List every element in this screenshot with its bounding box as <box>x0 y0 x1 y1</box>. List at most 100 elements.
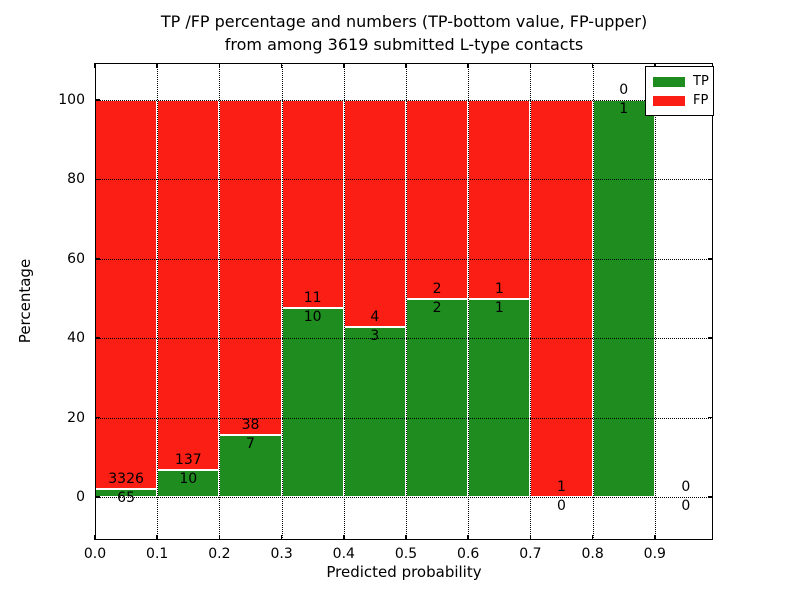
tp-count-label: 1 <box>494 299 504 316</box>
x-tick-mark-bottom <box>218 535 221 540</box>
bar-segment-tp <box>157 470 220 498</box>
fp-color-swatch <box>653 95 685 106</box>
y-tick-mark-right <box>708 337 713 339</box>
bar-segment-tp <box>406 298 469 498</box>
x-tick-mark-bottom <box>280 535 283 540</box>
bar-segment-fp <box>157 99 220 471</box>
x-tick-label: 0.9 <box>643 546 666 562</box>
x-tick-mark-top <box>343 63 345 68</box>
y-tick-label: 0 <box>76 489 85 506</box>
x-tick-mark-top <box>94 63 96 68</box>
gridline-h <box>95 99 713 101</box>
gridline-v <box>343 63 345 540</box>
bar-segment-tp <box>468 298 531 498</box>
x-tick-label: 0.6 <box>457 546 480 562</box>
legend: TP FP <box>645 66 714 116</box>
chart-title: TP /FP percentage and numbers (TP-bottom… <box>161 10 647 56</box>
fp-count-label: 4 <box>370 308 380 325</box>
plot-area: 3326 65 137 10 38 7 11 10 4 3 2 2 1 1 1 0 0 1 0 0 <box>94 63 713 540</box>
fp-count-label: 3326 <box>108 471 144 488</box>
x-tick-mark-bottom <box>343 535 345 540</box>
bar-segment-tp <box>343 326 406 498</box>
gridline-h <box>95 417 713 419</box>
y-tick-mark-left <box>95 258 100 260</box>
y-tick-mark-left <box>95 496 100 498</box>
bar-segment-fp <box>219 99 282 436</box>
x-tick-mark-top <box>218 63 221 68</box>
gridline-v <box>468 63 470 540</box>
x-tick-mark-bottom <box>94 535 96 540</box>
gridline-v <box>654 63 656 540</box>
y-tick-mark-right <box>708 496 713 498</box>
gridline-h <box>95 338 713 340</box>
y-tick-mark-left <box>95 99 100 101</box>
x-tick-mark-bottom <box>591 535 594 540</box>
bar-segment-fp <box>530 99 593 498</box>
tp-count-label: 7 <box>246 436 255 453</box>
y-tick-label: 60 <box>67 250 85 267</box>
fp-count-label: 11 <box>303 289 322 306</box>
tp-count-label: 2 <box>432 299 442 316</box>
bar-segment-fp <box>281 99 344 308</box>
y-tick-label: 20 <box>67 409 85 426</box>
y-axis-label: Percentage <box>16 258 34 344</box>
x-tick-label: 0.8 <box>581 546 604 562</box>
y-tick-mark-right <box>708 416 713 419</box>
tp-count-label: 0 <box>557 498 566 515</box>
y-tick-label: 40 <box>67 330 85 347</box>
x-tick-label: 0.0 <box>83 546 107 562</box>
tp-count-label: 1 <box>619 100 629 117</box>
tp-count-label: 65 <box>117 490 136 507</box>
x-tick-mark-top <box>529 63 532 68</box>
tp-color-swatch <box>653 76 685 87</box>
x-tick-mark-bottom <box>654 535 656 540</box>
x-axis-label: Predicted probability <box>326 563 482 581</box>
fp-count-label: 0 <box>619 81 629 98</box>
y-tick-mark-right <box>708 178 713 181</box>
x-tick-label: 0.7 <box>519 546 542 562</box>
fp-count-label: 0 <box>681 479 691 496</box>
gridline-v <box>530 63 532 540</box>
x-tick-mark-bottom <box>529 535 532 540</box>
y-tick-label: 100 <box>58 91 85 108</box>
chart-title-line1: TP /FP percentage and numbers (TP-bottom… <box>160 12 648 31</box>
x-tick-mark-bottom <box>405 535 407 540</box>
bar-segment-fp <box>406 99 469 299</box>
x-tick-mark-top <box>467 63 469 68</box>
y-tick-label: 80 <box>67 171 85 188</box>
x-tick-mark-top <box>405 63 407 68</box>
x-tick-mark-top <box>156 63 158 68</box>
x-tick-label: 0.1 <box>146 546 169 562</box>
x-tick-label: 0.4 <box>332 546 355 562</box>
fp-count-label: 2 <box>432 280 442 297</box>
gridline-v <box>157 63 159 540</box>
legend-label-fp: FP <box>693 93 709 108</box>
y-tick-mark-left <box>95 337 100 339</box>
gridline-v <box>219 63 221 540</box>
gridline-h <box>95 497 713 499</box>
bar-segment-fp <box>343 99 406 327</box>
x-tick-label: 0.3 <box>270 546 293 562</box>
fp-count-label: 1 <box>557 479 566 496</box>
y-tick-mark-right <box>708 258 713 260</box>
bar-segment-fp <box>95 99 158 490</box>
gridline-v <box>592 63 594 540</box>
bar-segment-tp <box>281 307 344 498</box>
y-tick-mark-left <box>95 178 100 181</box>
x-tick-mark-bottom <box>156 535 158 540</box>
y-tick-mark-left <box>95 416 100 419</box>
tp-count-label: 3 <box>370 327 380 344</box>
gridline-v <box>406 63 407 540</box>
x-tick-mark-top <box>654 63 656 68</box>
tp-count-label: 0 <box>681 498 691 515</box>
fp-count-label: 1 <box>494 280 504 297</box>
legend-label-tp: TP <box>693 74 709 89</box>
x-tick-label: 0.5 <box>394 546 418 562</box>
gridline-v <box>281 63 283 540</box>
x-tick-mark-top <box>591 63 594 68</box>
tp-count-label: 10 <box>179 471 198 488</box>
x-tick-label: 0.2 <box>208 546 231 562</box>
chart-title-line2: from among 3619 submitted L-type contact… <box>224 35 584 54</box>
bar-segment-tp <box>592 99 655 498</box>
